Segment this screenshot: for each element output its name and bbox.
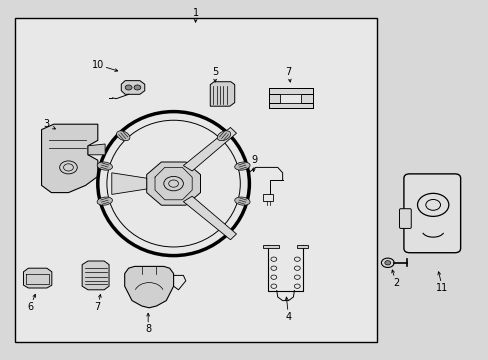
FancyBboxPatch shape — [399, 209, 410, 229]
Polygon shape — [112, 173, 146, 194]
Ellipse shape — [234, 162, 249, 170]
Polygon shape — [183, 127, 236, 171]
Polygon shape — [121, 81, 144, 94]
Bar — [263, 194, 272, 201]
Circle shape — [134, 85, 141, 90]
Circle shape — [125, 85, 132, 90]
FancyBboxPatch shape — [403, 174, 460, 253]
Polygon shape — [124, 266, 173, 308]
Text: 6: 6 — [27, 302, 33, 312]
Circle shape — [384, 261, 390, 265]
Ellipse shape — [217, 131, 230, 141]
Text: 7: 7 — [95, 302, 101, 312]
Polygon shape — [297, 245, 307, 248]
Polygon shape — [268, 88, 312, 108]
Polygon shape — [210, 82, 234, 106]
Ellipse shape — [97, 197, 112, 205]
Ellipse shape — [234, 197, 249, 205]
Polygon shape — [88, 144, 105, 155]
Polygon shape — [263, 245, 278, 248]
Text: 1: 1 — [192, 8, 198, 18]
Polygon shape — [183, 196, 236, 240]
Polygon shape — [23, 268, 52, 288]
Text: 10: 10 — [91, 60, 104, 70]
Ellipse shape — [97, 162, 112, 170]
Ellipse shape — [116, 131, 130, 141]
Polygon shape — [41, 124, 98, 193]
Text: 5: 5 — [212, 67, 218, 77]
Polygon shape — [279, 94, 300, 103]
Polygon shape — [146, 162, 200, 205]
Text: 2: 2 — [392, 278, 398, 288]
Text: 7: 7 — [285, 67, 291, 77]
Text: 9: 9 — [251, 155, 257, 165]
Text: 11: 11 — [435, 283, 448, 293]
Text: 4: 4 — [285, 312, 291, 322]
Text: 8: 8 — [145, 324, 151, 334]
Bar — [15, 18, 376, 342]
Polygon shape — [82, 261, 109, 290]
Text: 3: 3 — [43, 119, 49, 129]
